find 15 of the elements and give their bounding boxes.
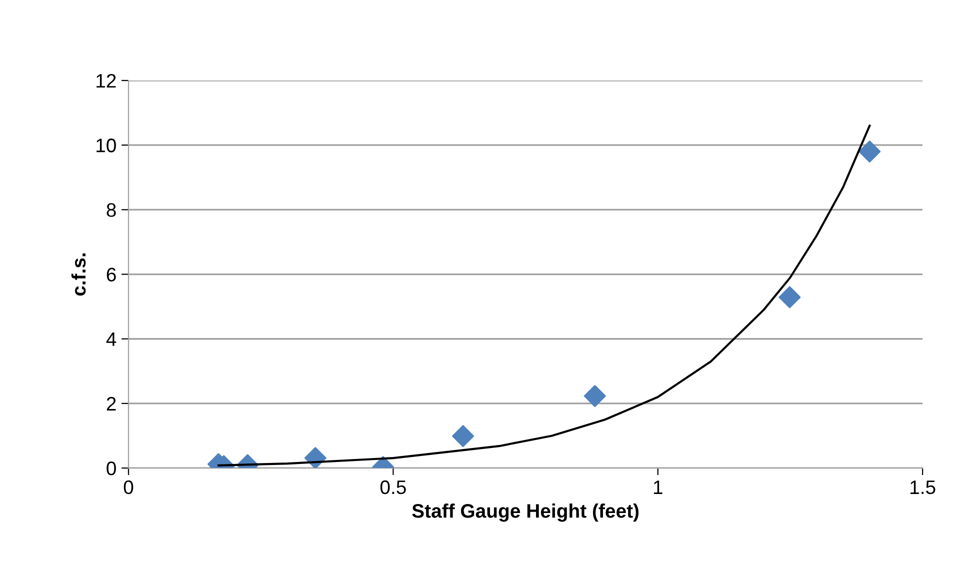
x-tick-label: 0 — [124, 480, 134, 494]
point — [858, 140, 881, 163]
y-tick-label: 2 — [106, 396, 116, 411]
x-tick-label: 1 — [654, 480, 662, 494]
y-axis-title: c.f.s. — [71, 253, 86, 296]
x-axis-title: Staff Gauge Height (feet) — [412, 504, 639, 522]
y-tick-label: 8 — [106, 203, 116, 217]
x-tick-label: 1.5 — [910, 480, 936, 494]
y-tick-label: 6 — [106, 268, 116, 282]
y-tick-label: 12 — [96, 74, 116, 88]
y-tick-label: 4 — [106, 332, 116, 346]
point — [778, 286, 801, 308]
y-tick-label: 0 — [106, 462, 116, 476]
x-tick-label: 0.5 — [380, 480, 406, 494]
y-tick-label: 10 — [96, 138, 116, 152]
